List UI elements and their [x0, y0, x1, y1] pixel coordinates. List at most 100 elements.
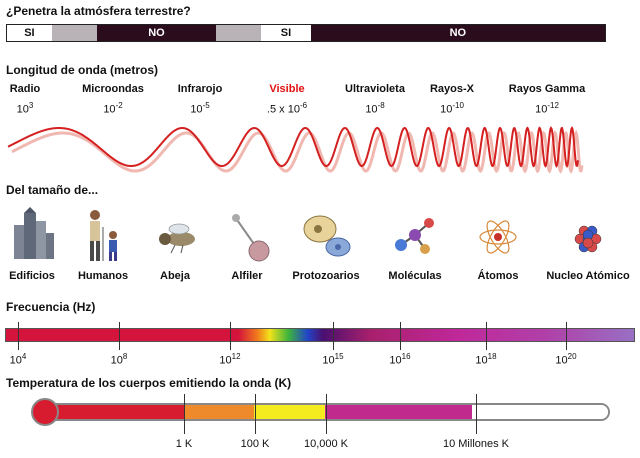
power-base: 10 — [365, 103, 378, 116]
power-base: 10 — [190, 103, 203, 116]
power-base: 10 — [322, 354, 335, 367]
size-object-label: Nucleo Atómico — [546, 270, 630, 282]
band-name: Radio — [9, 83, 41, 95]
frequency-tick-mark — [486, 322, 487, 350]
atmosphere-segment-gray — [216, 25, 262, 41]
power-base: 10 — [16, 103, 29, 116]
power-exponent: -2 — [115, 101, 123, 110]
band-wavelength: 10-10 — [440, 101, 464, 116]
temperature-title: Temperatura de los cuerpos emitiendo la … — [6, 376, 292, 390]
atom-icon — [468, 207, 528, 265]
atomic-nucleus-icon — [558, 207, 618, 265]
frequency-tick-mark — [230, 322, 231, 350]
frequency-spectrum-bar — [5, 328, 635, 342]
frequency-tick-label: 1018 — [475, 352, 496, 367]
frequency-tick-mark — [18, 322, 19, 350]
frequency-title: Frecuencia (Hz) — [6, 300, 96, 314]
thermometer-segment — [42, 405, 184, 419]
band-name: Infrarojo — [177, 83, 223, 95]
thermometer-segment — [183, 405, 255, 419]
atmosphere-penetration-bar: SI NO SI NO — [6, 24, 606, 42]
frequency-tick-label: 108 — [111, 352, 128, 367]
temperature-tick-label: 10,000 K — [303, 438, 349, 450]
temperature-tick-mark — [476, 394, 477, 434]
bee-icon — [145, 207, 205, 265]
power-exponent: 4 — [21, 352, 27, 361]
molecule-icon — [385, 207, 445, 265]
power-base: .5 x 10 — [266, 103, 300, 116]
power-base: 10 — [440, 103, 453, 116]
band-wavelength: .5 x 10-6 — [267, 101, 307, 116]
size-title: Del tamaño de... — [6, 183, 99, 197]
pin-icon — [217, 207, 277, 265]
atmosphere-segment-gray — [51, 25, 97, 41]
power-exponent: -12 — [547, 101, 559, 110]
power-base: 10 — [555, 354, 568, 367]
protozoa-icon — [296, 207, 356, 265]
buildings-icon — [2, 207, 62, 265]
atmosphere-segment-no: NO — [96, 25, 217, 41]
frequency-tick-mark — [400, 322, 401, 350]
power-base: 10 — [9, 354, 22, 367]
frequency-tick-mark — [333, 322, 334, 350]
temperature-tick-mark — [184, 394, 185, 434]
size-object-label: Protozoarios — [292, 270, 360, 282]
size-object-label: Moléculas — [388, 270, 442, 282]
frequency-tick-label: 104 — [10, 352, 27, 367]
band-name: Rayos-X — [429, 83, 475, 95]
band-wavelength: 10-2 — [103, 101, 122, 116]
power-base: 10 — [389, 354, 402, 367]
frequency-tick-label: 1012 — [219, 352, 240, 367]
frequency-tick-mark — [566, 322, 567, 350]
power-exponent: -5 — [202, 101, 210, 110]
wave-line — [7, 125, 579, 168]
power-base: 10 — [219, 354, 232, 367]
atmosphere-segment-no: NO — [310, 25, 605, 41]
power-exponent: 3 — [28, 101, 34, 110]
humans-icon — [73, 207, 133, 265]
thermometer-segment — [254, 405, 325, 419]
size-object-label: Alfiler — [231, 270, 263, 282]
thermometer-segment — [325, 405, 473, 419]
power-exponent: -8 — [377, 101, 385, 110]
band-wavelength: 103 — [17, 101, 34, 116]
band-name: Rayos Gamma — [508, 83, 586, 95]
power-exponent: 18 — [487, 352, 497, 361]
size-object-label: Átomos — [477, 270, 519, 282]
power-exponent: 15 — [334, 352, 344, 361]
size-object-label: Abeja — [160, 270, 190, 282]
power-base: 10 — [110, 354, 123, 367]
band-wavelength: 10-5 — [190, 101, 209, 116]
frequency-tick-label: 1015 — [322, 352, 343, 367]
power-exponent: 8 — [122, 352, 128, 361]
temperature-tick-label: 10 Millones K — [442, 438, 510, 450]
atmosphere-segment-yes: SI — [7, 25, 52, 41]
temperature-tick-label: 1 K — [175, 438, 193, 450]
power-exponent: 16 — [401, 352, 411, 361]
size-object-label: Edificios — [9, 270, 55, 282]
power-exponent: -6 — [299, 101, 308, 110]
band-name: Visible — [269, 83, 305, 95]
frequency-tick-label: 1020 — [555, 352, 576, 367]
temperature-tick-mark — [255, 394, 256, 434]
band-wavelength: 10-8 — [365, 101, 384, 116]
thermometer-tube — [40, 403, 610, 421]
size-object-label: Humanos — [77, 270, 129, 282]
power-base: 10 — [535, 103, 548, 116]
atmosphere-segment-yes: SI — [261, 25, 311, 41]
thermometer-segment — [472, 405, 608, 419]
thermometer-bulb — [31, 398, 59, 426]
power-base: 10 — [103, 103, 116, 116]
band-wavelength: 10-12 — [535, 101, 559, 116]
frequency-tick-label: 1016 — [389, 352, 410, 367]
power-exponent: 12 — [231, 352, 241, 361]
wave-illustration — [7, 125, 584, 174]
wavelength-title: Longitud de onda (metros) — [6, 63, 158, 77]
band-name: Ultravioleta — [345, 83, 405, 95]
power-base: 10 — [475, 354, 488, 367]
band-name: Microondas — [82, 83, 144, 95]
temperature-tick-mark — [326, 394, 327, 434]
frequency-tick-mark — [119, 322, 120, 350]
temperature-tick-label: 100 K — [240, 438, 270, 450]
power-exponent: -10 — [452, 101, 464, 110]
